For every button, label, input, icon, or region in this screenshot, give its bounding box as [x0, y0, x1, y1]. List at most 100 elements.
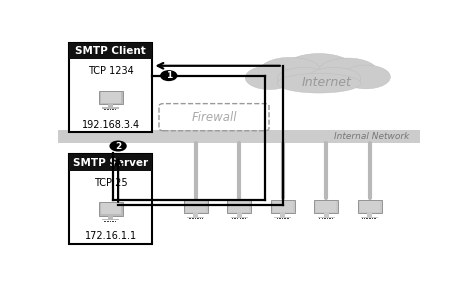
Bar	[316, 201, 336, 212]
Bar	[229, 201, 249, 212]
Bar	[367, 213, 372, 217]
Ellipse shape	[308, 68, 361, 90]
Bar	[279, 218, 280, 220]
Bar	[324, 218, 325, 220]
Bar	[280, 213, 285, 217]
Ellipse shape	[277, 74, 361, 93]
Bar	[287, 218, 288, 220]
Bar	[115, 220, 116, 222]
Bar	[108, 109, 109, 110]
Bar	[360, 201, 380, 212]
Bar	[235, 218, 236, 220]
Bar	[245, 218, 246, 220]
Bar	[58, 130, 420, 143]
Bar	[271, 200, 295, 213]
Bar	[192, 218, 193, 220]
Bar	[332, 218, 333, 220]
Bar	[362, 218, 363, 220]
Bar	[108, 220, 109, 222]
Text: Internet: Internet	[301, 76, 351, 89]
Bar	[107, 220, 108, 222]
Bar	[105, 109, 106, 110]
Bar	[361, 217, 378, 218]
Bar	[243, 218, 244, 220]
Bar	[329, 218, 330, 220]
Bar	[322, 218, 323, 220]
Bar	[69, 43, 153, 59]
Bar	[99, 91, 123, 104]
Bar	[237, 218, 238, 220]
Text: 172.16.1.1: 172.16.1.1	[85, 231, 137, 241]
Ellipse shape	[318, 58, 378, 87]
Bar	[112, 109, 113, 110]
Bar	[190, 218, 191, 220]
Ellipse shape	[277, 68, 330, 90]
Bar	[319, 218, 320, 220]
Bar	[240, 218, 241, 220]
Bar	[198, 218, 199, 220]
Bar	[318, 217, 335, 218]
Ellipse shape	[342, 65, 390, 89]
Bar	[325, 218, 326, 220]
Bar	[104, 109, 105, 110]
Bar	[277, 218, 278, 220]
Bar	[69, 154, 153, 171]
Text: Internal Network: Internal Network	[334, 132, 410, 141]
Bar	[364, 218, 365, 220]
Bar	[102, 219, 120, 220]
Ellipse shape	[281, 53, 357, 90]
Bar	[358, 200, 382, 213]
Bar	[193, 213, 198, 217]
Text: TCP 25: TCP 25	[94, 178, 127, 188]
Bar	[107, 109, 108, 110]
Bar	[274, 217, 291, 218]
Bar	[375, 218, 376, 220]
Text: SMTP Server: SMTP Server	[73, 158, 149, 168]
Bar	[113, 220, 114, 222]
Bar	[242, 218, 243, 220]
Bar	[285, 218, 286, 220]
Bar	[184, 200, 208, 213]
Bar	[101, 92, 121, 103]
Text: 2: 2	[115, 141, 121, 151]
Bar	[372, 218, 373, 220]
Bar	[237, 213, 242, 217]
Bar	[193, 218, 194, 220]
Bar	[200, 218, 201, 220]
Bar	[282, 218, 283, 220]
Bar	[374, 218, 375, 220]
Text: TCP 1234: TCP 1234	[88, 66, 134, 76]
Text: SMTP Client: SMTP Client	[76, 46, 146, 56]
Text: 192.168.3.4: 192.168.3.4	[82, 120, 140, 130]
Text: Firewall: Firewall	[191, 111, 237, 124]
Bar	[289, 218, 290, 220]
Bar	[232, 218, 233, 220]
Bar	[110, 220, 111, 222]
Bar	[273, 201, 293, 212]
Bar	[113, 109, 114, 110]
Bar	[115, 109, 116, 110]
Bar	[330, 218, 331, 220]
Bar	[102, 107, 120, 108]
Bar	[320, 218, 321, 220]
Bar	[369, 218, 370, 220]
Bar	[112, 220, 113, 222]
Bar	[239, 218, 240, 220]
Bar	[197, 218, 198, 220]
Bar	[69, 43, 153, 132]
Ellipse shape	[258, 57, 322, 88]
Bar	[108, 104, 113, 107]
Bar	[116, 220, 118, 222]
Bar	[187, 217, 205, 218]
Bar	[370, 218, 371, 220]
Bar	[189, 218, 190, 220]
Bar	[366, 218, 367, 220]
Bar	[104, 220, 105, 222]
Bar	[116, 109, 118, 110]
Circle shape	[110, 141, 126, 151]
Bar	[367, 218, 368, 220]
Bar	[69, 154, 153, 244]
Bar	[314, 200, 338, 213]
Bar	[105, 220, 106, 222]
Bar	[280, 218, 281, 220]
